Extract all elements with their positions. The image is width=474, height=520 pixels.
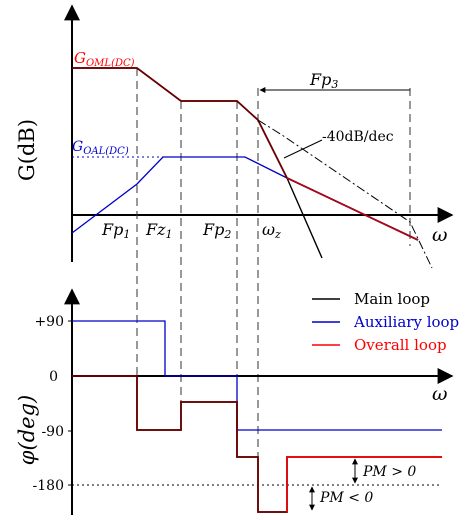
oml-dc-label: GOML(DC) bbox=[74, 49, 135, 69]
pm-positive-label: PM > 0 bbox=[362, 464, 416, 480]
phase-y-axis-label: φ(deg) bbox=[15, 395, 39, 465]
phase-tick-minus90: -90 bbox=[41, 424, 64, 440]
legend: Main loop Auxiliary loop Overall loop bbox=[312, 290, 459, 354]
gain-x-axis-symbol: ω bbox=[432, 224, 448, 246]
phase-x-axis-symbol: ω bbox=[432, 383, 448, 405]
oal-dc-label: GOAL(DC) bbox=[72, 139, 129, 157]
overall-loop-phase-curve bbox=[72, 375, 442, 513]
slope-annotation: -40dB/dec bbox=[322, 129, 394, 145]
phase-tick-plus90: +90 bbox=[34, 314, 64, 330]
overall-loop-phase-highlight bbox=[286, 456, 442, 512]
phase-tick-minus180: -180 bbox=[33, 478, 64, 494]
phase-plot: φ(deg) ω +90 0 -90 -180 PM > 0 PM < 0 Ma… bbox=[15, 288, 459, 515]
auxiliary-loop-phase-curve bbox=[72, 320, 442, 431]
gain-y-axis-label: G(dB) bbox=[15, 119, 39, 181]
slope-pointer bbox=[283, 139, 323, 159]
fp3-label: Fp3 bbox=[309, 70, 338, 91]
tick-fz1: Fz1 bbox=[145, 220, 173, 241]
gain-plot: G(dB) ω GOML(DC) GOAL(DC) bbox=[15, 4, 454, 512]
tick-fp1: Fp1 bbox=[101, 220, 130, 241]
legend-label-main: Main loop bbox=[354, 290, 430, 308]
main-loop-phase-curve bbox=[72, 375, 287, 513]
legend-label-overall: Overall loop bbox=[354, 336, 447, 354]
legend-label-auxiliary: Auxiliary loop bbox=[353, 313, 459, 331]
tick-fp2: Fp2 bbox=[202, 220, 231, 241]
phase-tick-0: 0 bbox=[49, 369, 58, 385]
overall-loop-high-freq bbox=[286, 177, 419, 241]
guide-lines bbox=[136, 68, 411, 512]
pm-negative-label: PM < 0 bbox=[319, 490, 373, 506]
tick-omega-z: ωz bbox=[262, 220, 281, 241]
asymptote-dash-dot bbox=[257, 119, 433, 269]
